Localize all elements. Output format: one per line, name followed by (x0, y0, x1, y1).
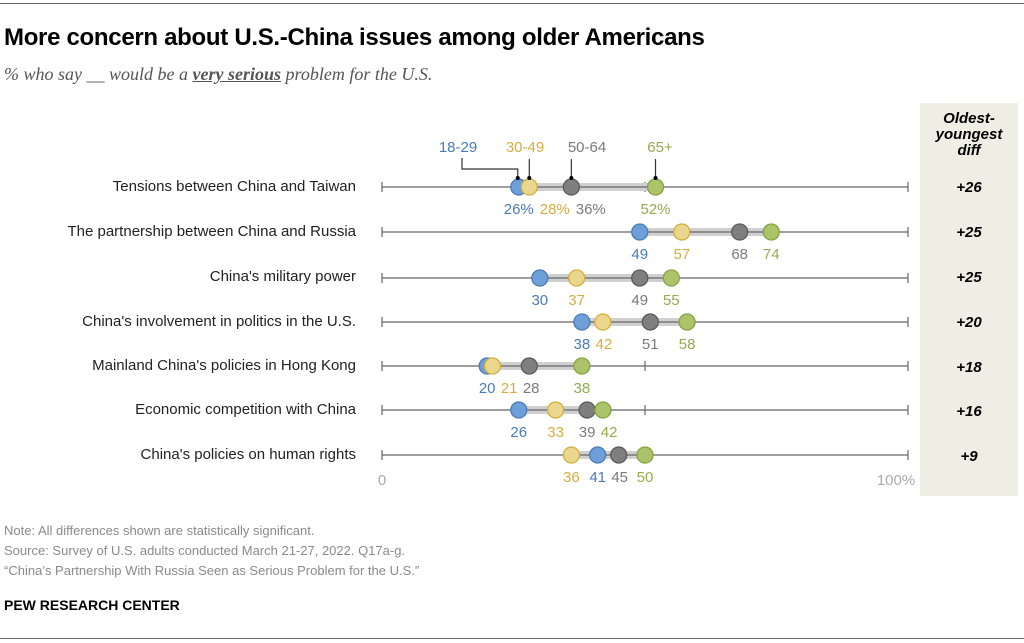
data-label: 45 (611, 469, 628, 486)
data-label: 42 (596, 336, 613, 353)
data-label: 30 (531, 292, 548, 309)
row-label: China's military power (209, 268, 356, 285)
data-label: 51 (642, 336, 659, 353)
data-point-30-49 (546, 401, 565, 419)
data-point-65plus (678, 313, 696, 331)
data-label: 42 (601, 424, 618, 441)
diff-value: +26 (956, 179, 982, 196)
legend-leader-dot (569, 176, 574, 180)
data-label: 36% (576, 201, 606, 218)
diff-value: +20 (956, 314, 982, 331)
data-point-30-49 (562, 446, 581, 464)
data-point-50-64 (641, 313, 659, 331)
diff-value: +18 (956, 359, 982, 376)
legend-label: 18-29 (439, 139, 477, 156)
data-point-50-64 (610, 446, 628, 464)
row-label: Mainland China's policies in Hong Kong (92, 357, 356, 374)
data-label: 49 (631, 292, 648, 309)
data-label: 20 (479, 380, 496, 397)
diff-header-line-2: youngest (935, 126, 1003, 143)
data-label: 52% (641, 201, 671, 218)
data-label: 37 (568, 292, 585, 309)
data-label: 55 (663, 292, 680, 309)
data-point-18-29 (573, 313, 591, 331)
data-point-30-49 (594, 313, 612, 331)
data-point-65plus (662, 269, 680, 287)
data-label: 21 (501, 380, 518, 397)
legend-leader-18-29 (461, 158, 519, 178)
subtitle-prefix: % who say __ would be a (4, 64, 193, 84)
data-point-30-49 (520, 178, 538, 196)
data-label: 50 (637, 469, 654, 486)
legend-label: 50-64 (568, 139, 606, 156)
diff-header-line-3: diff (957, 142, 981, 159)
data-point-18-29 (531, 269, 549, 287)
data-point-65plus (762, 223, 780, 241)
data-point-50-64 (731, 223, 749, 241)
bottom-rule (0, 638, 1024, 639)
chart-title: More concern about U.S.-China issues amo… (4, 24, 705, 51)
data-point-50-64 (578, 401, 596, 419)
data-label: 58 (679, 336, 696, 353)
data-point-65plus (646, 178, 665, 196)
footer-report-title: “China’s Partnership With Russia Seen as… (4, 563, 420, 578)
legend-label: 65+ (647, 139, 673, 156)
brand-logo-text: PEW RESEARCH CENTER (4, 597, 180, 613)
footer-note: Note: All differences shown are statisti… (4, 523, 315, 538)
data-label: 74 (763, 246, 780, 263)
data-point-65plus (636, 446, 654, 464)
top-rule (0, 3, 1024, 4)
data-point-50-64 (631, 269, 649, 287)
x-tick-label: 100% (877, 472, 915, 489)
data-label: 39 (579, 424, 596, 441)
data-label: 36 (563, 469, 580, 486)
data-label: 38 (574, 380, 591, 397)
data-label: 28% (540, 201, 570, 218)
data-point-18-29 (510, 401, 528, 419)
data-label: 28 (523, 380, 540, 397)
diff-header-line-1: Oldest- (943, 110, 995, 127)
data-point-18-29 (631, 223, 649, 241)
legend-label: 30-49 (506, 139, 544, 156)
data-point-65plus (594, 401, 612, 419)
data-label: 68 (731, 246, 748, 263)
data-label: 49 (631, 246, 648, 263)
chart-subtitle: % who say __ would be a very serious pro… (4, 64, 432, 85)
footer-source: Source: Survey of U.S. adults conducted … (4, 543, 406, 558)
data-label: 26% (504, 201, 534, 218)
data-label: 57 (673, 246, 690, 263)
row-label: China's involvement in politics in the U… (82, 313, 356, 330)
data-label: 26 (510, 424, 527, 441)
diff-value: +9 (960, 448, 978, 465)
data-point-50-64 (562, 178, 581, 196)
data-label: 41 (589, 469, 606, 486)
row-label: Tensions between China and Taiwan (112, 178, 356, 195)
x-tick-label: 0 (378, 472, 386, 489)
diff-column: Oldest- youngest diff +26 +25 +25 +20 +1… (920, 103, 1018, 496)
data-point-30-49 (673, 223, 691, 241)
legend-leader-dot (653, 176, 658, 180)
diff-value: +25 (956, 269, 982, 286)
data-point-18-29 (589, 446, 607, 464)
legend-leader-dot (515, 176, 520, 180)
data-point-30-49 (567, 269, 586, 287)
diff-value: +16 (956, 403, 982, 420)
diff-value: +25 (956, 224, 982, 241)
data-point-30-49 (483, 357, 502, 375)
row-label: China's policies on human rights (140, 446, 356, 463)
row-label: Economic competition with China (135, 401, 356, 418)
data-label: 38 (574, 336, 591, 353)
subtitle-suffix: problem for the U.S. (281, 64, 433, 84)
data-point-65plus (573, 357, 591, 375)
legend-leader-dot (527, 176, 532, 180)
row-label: The partnership between China and Russia (67, 223, 356, 240)
data-label: 33 (547, 424, 564, 441)
data-point-50-64 (520, 357, 538, 375)
subtitle-emphasis: very serious (192, 64, 282, 84)
diff-column-header: Oldest- youngest diff (920, 111, 1018, 159)
